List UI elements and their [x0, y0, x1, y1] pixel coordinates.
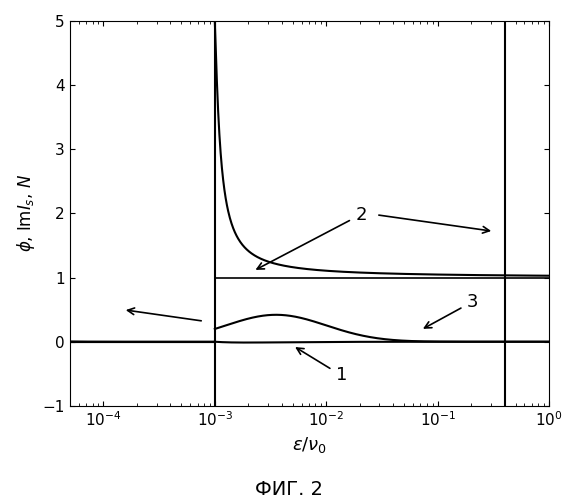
Text: $1$: $1$ [297, 348, 347, 384]
Y-axis label: $\phi$, Im$I_s$, $N$: $\phi$, Im$I_s$, $N$ [15, 174, 37, 252]
Text: ФИГ. 2: ФИГ. 2 [255, 480, 323, 499]
Text: $2$: $2$ [257, 206, 366, 269]
X-axis label: $\varepsilon/\nu_0$: $\varepsilon/\nu_0$ [292, 435, 327, 455]
Text: $3$: $3$ [424, 293, 478, 328]
